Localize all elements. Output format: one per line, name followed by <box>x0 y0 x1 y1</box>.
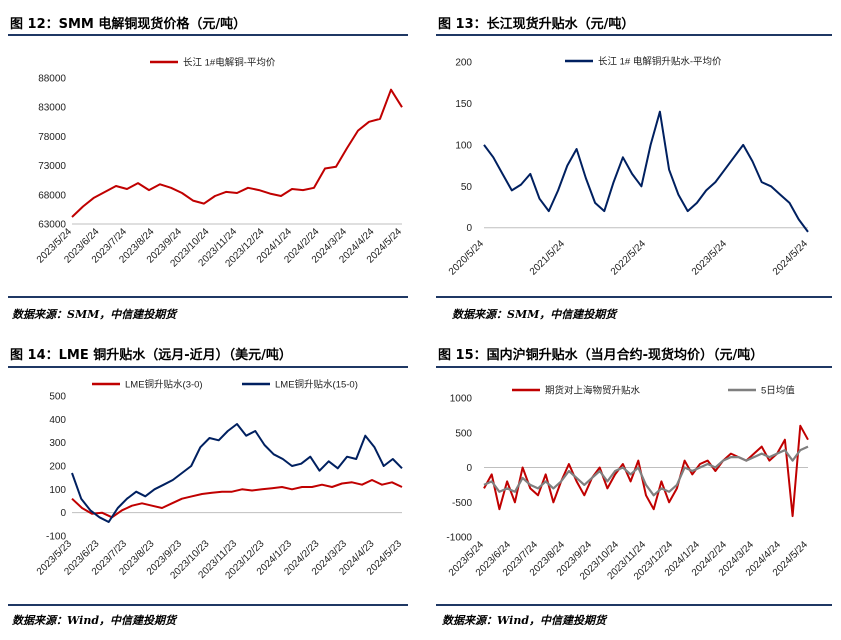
chart12-bottom-rule <box>8 296 408 298</box>
chart0-ytick-label: 78000 <box>38 132 66 143</box>
chart1-xtick-label: 2024/5/24 <box>771 238 811 278</box>
chart14-title: 图 14：LME 铜升贴水（远月-近月）（美元/吨） <box>10 348 292 363</box>
chart1-ytick-label: 50 <box>461 182 473 193</box>
chart1-xtick-label: 2021/5/24 <box>528 238 568 278</box>
chart1-ytick-label: 150 <box>455 99 472 110</box>
chart3-series-1-line <box>483 445 809 497</box>
chart2-series-0-line <box>71 479 403 519</box>
chart12-top-rule <box>8 34 408 36</box>
chart1-legend-label-0: 长江 1# 电解铜升贴水-平均价 <box>598 56 722 68</box>
chart3-ytick-label: 1000 <box>450 394 473 405</box>
chart3-ytick-label: -1000 <box>446 533 472 544</box>
chart2-ytick-label: 500 <box>49 392 66 403</box>
chart13-source: 数据来源：SMM，中信建投期货 <box>452 308 617 321</box>
chart12-title: 图 12：SMM 电解铜现货价格（元/吨） <box>10 17 247 32</box>
chart3-ytick-label: 0 <box>466 463 472 474</box>
chart3-legend-label-1: 5日均值 <box>761 385 795 397</box>
chart2-ytick-label: -100 <box>46 532 66 543</box>
chart15-title: 图 15：国内沪铜升贴水（当月合约-现货均价）（元/吨） <box>438 348 764 363</box>
chart2-legend-label-1: LME铜升贴水(15-0) <box>275 379 358 391</box>
chart14-top-rule <box>8 366 408 368</box>
chart1-xtick-label: 2023/5/24 <box>690 238 730 278</box>
chart15-top-rule <box>436 366 832 368</box>
chart3-ytick-label: 500 <box>455 428 472 439</box>
chart0-legend-label-0: 长江 1#电解铜-平均价 <box>183 57 276 69</box>
chart0-ytick-label: 63000 <box>38 220 66 231</box>
chart3-legend-label-0: 期货对上海物贸升贴水 <box>545 385 641 397</box>
chart1-ytick-label: 0 <box>466 223 472 234</box>
chart2-series-1-line <box>71 423 403 523</box>
chart1-series-0-line <box>483 110 809 233</box>
chart3-series-0-line <box>483 424 809 518</box>
chart13-bottom-rule <box>436 296 832 298</box>
chart14-bottom-rule <box>8 604 408 606</box>
chart13-top-rule <box>436 34 832 36</box>
chart0-ytick-label: 83000 <box>38 103 66 114</box>
chart14-source: 数据来源：Wind，中信建投期货 <box>12 614 177 627</box>
chart13-title: 图 13：长江现货升贴水（元/吨） <box>438 17 635 32</box>
chart12-source: 数据来源：SMM，中信建投期货 <box>12 308 177 321</box>
chart0-series-0-line <box>71 88 403 218</box>
chart15-bottom-rule <box>436 604 832 606</box>
chart0-ytick-label: 73000 <box>38 161 66 172</box>
chart2-ytick-label: 200 <box>49 462 66 473</box>
chart2-ytick-label: 100 <box>49 485 66 496</box>
chart2-ytick-label: 300 <box>49 438 66 449</box>
chart2-legend-label-0: LME铜升贴水(3-0) <box>125 379 203 391</box>
chart0-ytick-label: 68000 <box>38 190 66 201</box>
chart1-xtick-label: 2022/5/24 <box>609 238 649 278</box>
chart0-ytick-label: 88000 <box>38 74 66 85</box>
chart2-ytick-label: 0 <box>60 508 66 519</box>
chart1-ytick-label: 100 <box>455 140 472 151</box>
chart2-ytick-label: 400 <box>49 415 66 426</box>
chart3-ytick-label: -500 <box>452 498 472 509</box>
chart1-ytick-label: 200 <box>455 58 472 69</box>
chart15-source: 数据来源：Wind，中信建投期货 <box>442 614 607 627</box>
chart1-xtick-label: 2020/5/24 <box>447 238 487 278</box>
